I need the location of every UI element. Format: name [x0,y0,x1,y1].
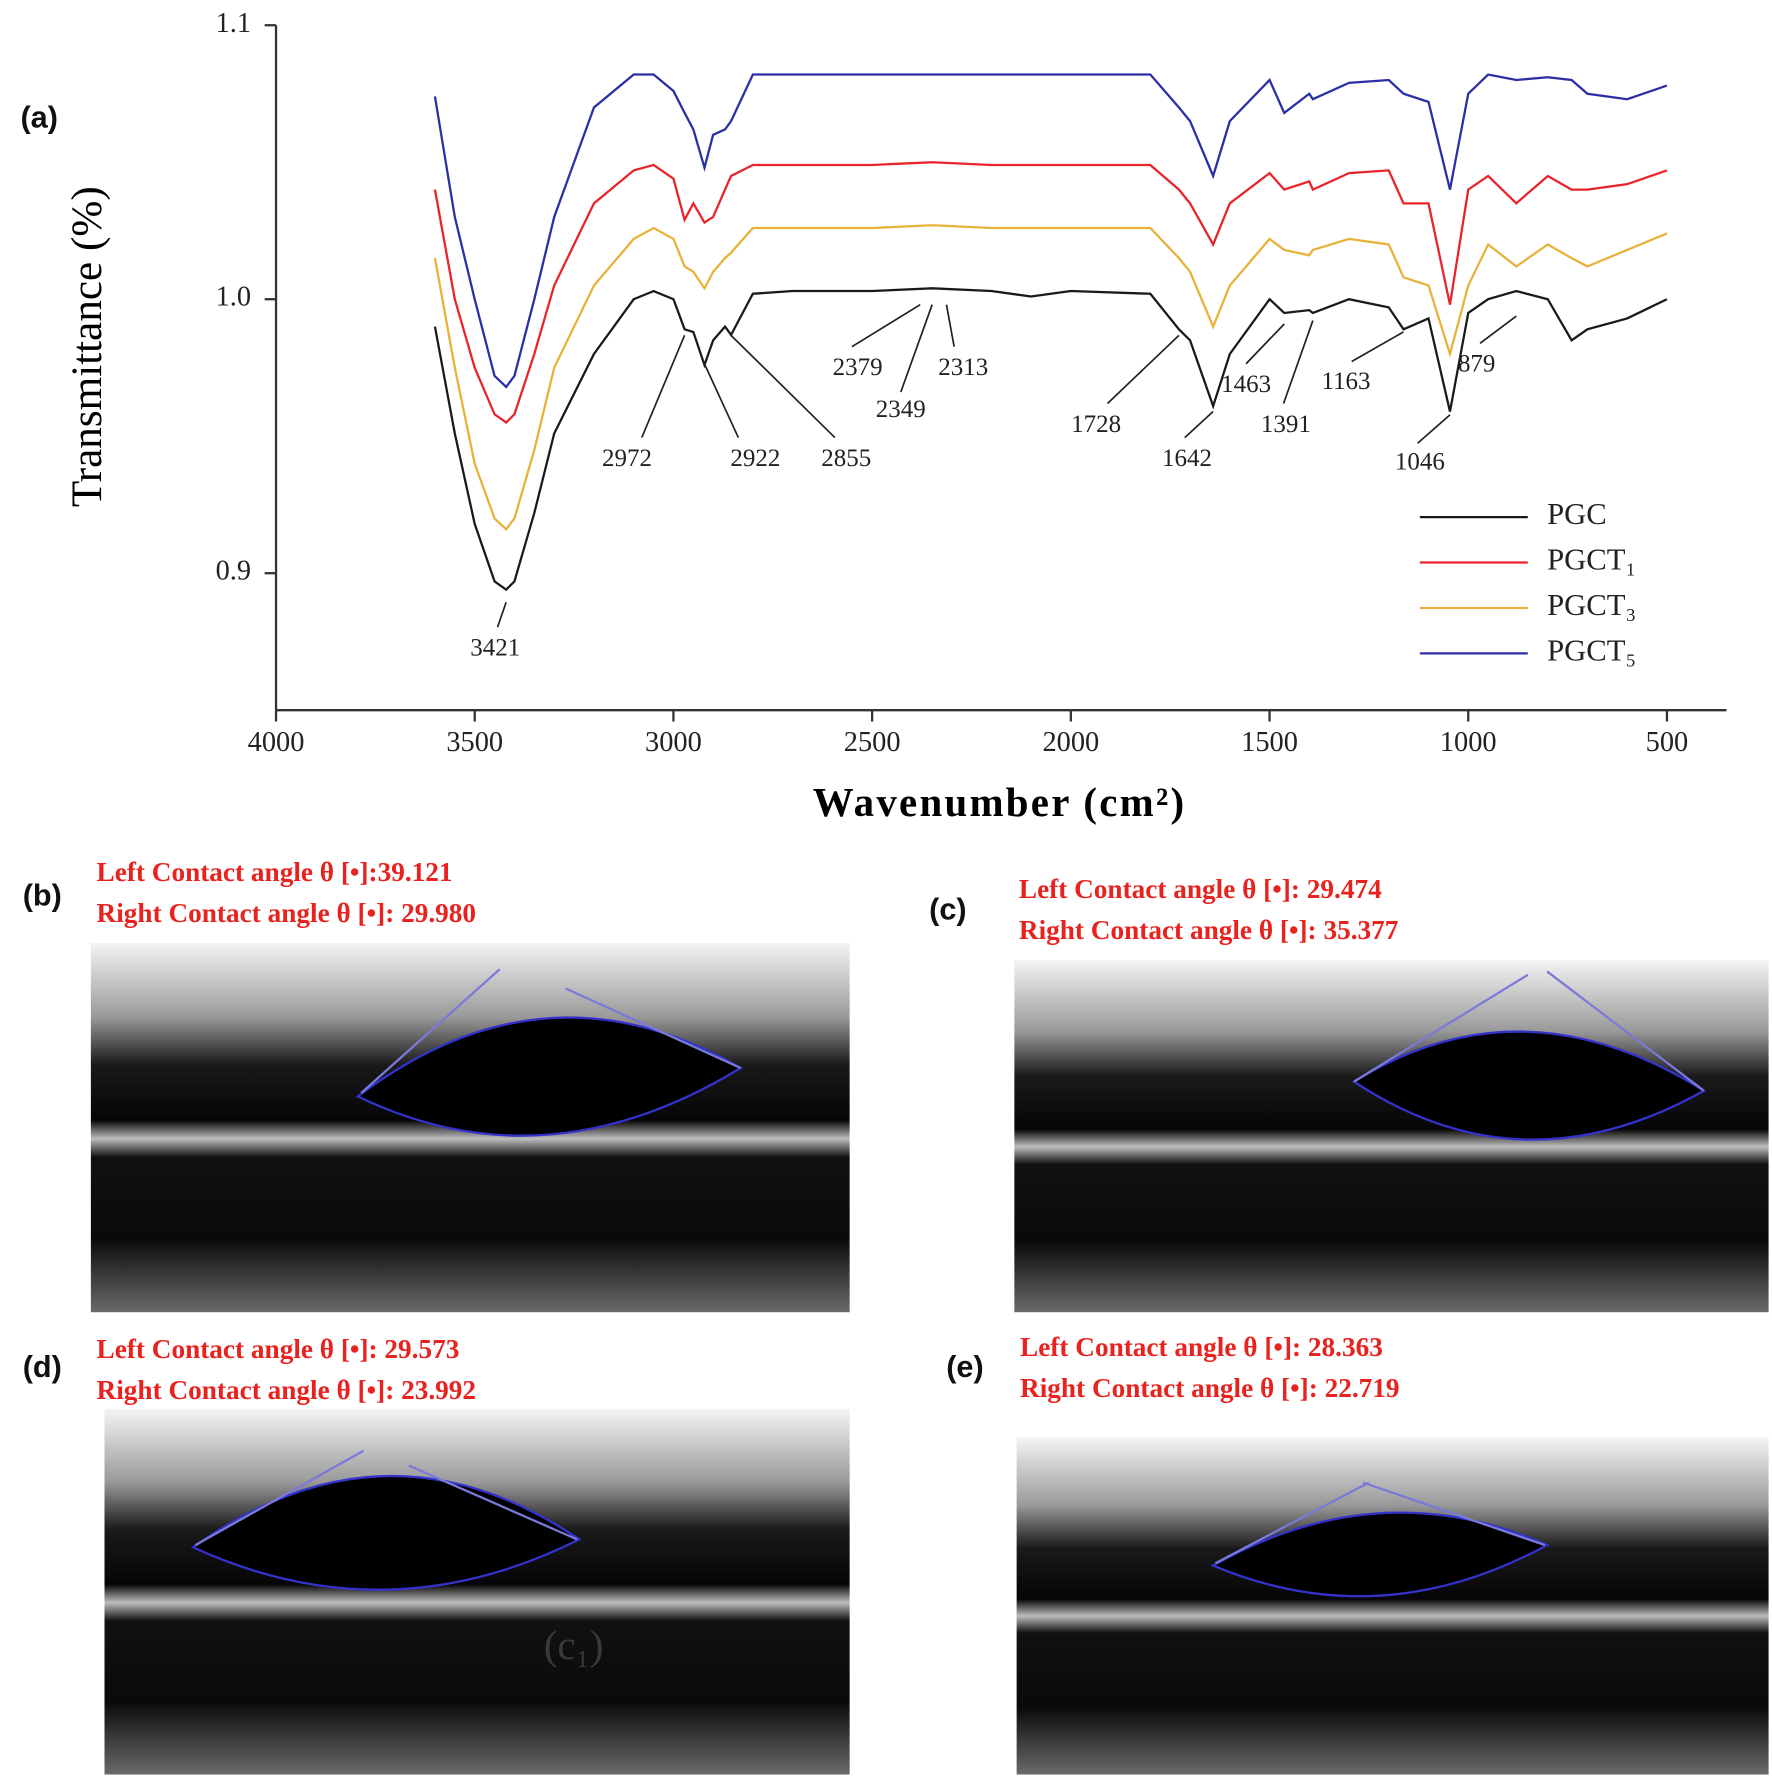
peak-label: 2855 [821,445,871,472]
x-tick-label: 2000 [1042,727,1099,758]
droplet [190,1474,582,1591]
peak-label: 1391 [1261,411,1311,438]
contact-angle-text: Left Contact angle θ [•]: 28.363 [1020,1332,1383,1362]
peak-label: 1046 [1395,448,1445,475]
x-axis-label: Wavenumber (cm²) [813,780,1187,825]
legend-label: PGCT₁ [1547,543,1636,577]
photo [1014,960,1769,1313]
peak-label: 2379 [833,354,883,381]
peak-leader [1184,410,1214,439]
peak-leader [1351,331,1404,363]
peak-label: 1728 [1071,411,1121,438]
peak-leader [1417,414,1451,444]
series-line [433,224,1668,532]
peak-label: 2349 [876,396,926,423]
droplet [1210,1511,1550,1598]
peak-leader [1106,334,1180,405]
y-tick-label: 0.9 [216,556,251,587]
peak-label: 2313 [938,354,988,381]
peak-label: 3421 [470,635,520,662]
peak-leader [640,335,686,438]
series-line [433,287,1668,592]
photo [104,1408,850,1775]
y-axis-label: Transmittance (%) [64,186,111,507]
peak-leader [851,303,921,348]
peak-label: 2922 [730,445,780,472]
x-tick-label: 500 [1646,727,1689,758]
contact-angle-text: Left Contact angle θ [•]: 29.474 [1019,874,1382,904]
peak-leader [703,363,740,438]
x-tick-label: 1500 [1241,727,1298,758]
x-tick-label: 3000 [645,727,702,758]
peak-label: 1163 [1322,368,1371,395]
contact-angle-text: Left Contact angle θ [•]:39.121 [97,857,453,887]
legend-label: PGCT₃ [1547,588,1636,622]
peak-leader [496,602,507,628]
contact-angle-text: Left Contact angle θ [•]: 29.573 [97,1334,460,1364]
peak-label: 1463 [1221,371,1271,398]
panel-label: (b) [23,879,62,913]
x-tick-label: 2500 [844,727,901,758]
x-tick-label: 1000 [1440,727,1497,758]
contact-angle-text: Right Contact angle θ [•]: 35.377 [1019,915,1399,945]
tangent [1214,1481,1546,1565]
contact-angle-text: Right Contact angle θ [•]: 29.980 [97,898,477,928]
peak-leader [730,334,836,439]
peak-leader [1282,320,1314,404]
contact-angle-text: Right Contact angle θ [•]: 23.992 [97,1375,477,1405]
peak-leader [1245,323,1285,365]
contact-angle-text: Right Contact angle θ [•]: 22.719 [1020,1373,1400,1403]
peak-leader [1479,315,1517,344]
peak-label: 879 [1458,351,1495,378]
peak-label: 1642 [1162,445,1212,472]
peak-leader [899,304,933,393]
overlay-label: (c₁) [544,1623,604,1668]
legend-label: PGC [1547,497,1607,531]
y-tick-label: 1.0 [216,282,251,313]
tangent [360,968,742,1094]
legend-label: PGCT₅ [1547,633,1636,667]
panel-label: (d) [23,1350,62,1384]
panel-label: (e) [946,1350,983,1384]
series-line [433,161,1668,424]
tangent [194,1449,578,1547]
series-line [433,73,1668,389]
x-tick-label: 4000 [248,727,305,758]
peak-leader [945,304,955,347]
y-tick-label: 1.1 [216,8,251,39]
tangent [1353,970,1705,1092]
panel-label: (c) [929,892,966,926]
photo [1016,1437,1769,1775]
peak-label: 2972 [602,445,652,472]
panel-label: (a) [20,101,57,135]
x-tick-label: 3500 [446,727,503,758]
